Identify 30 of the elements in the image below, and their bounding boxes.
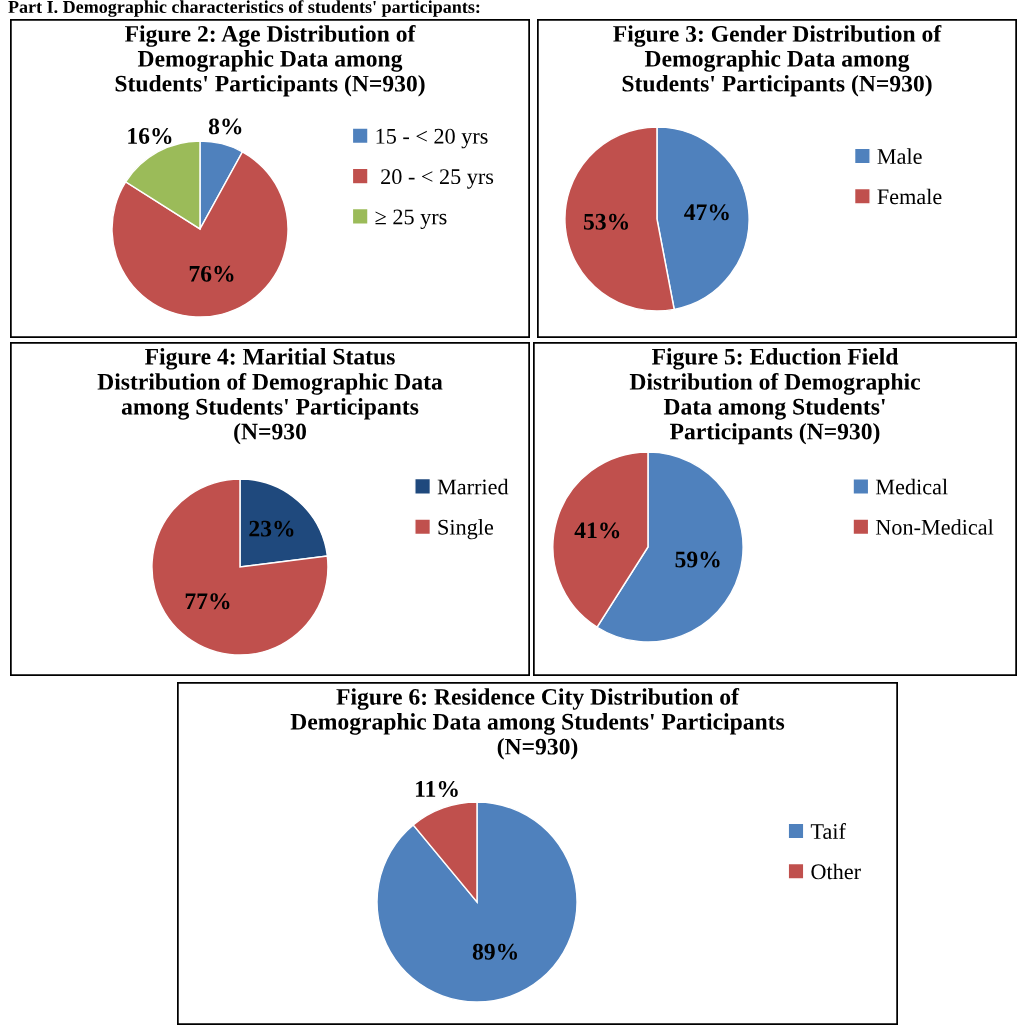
chart-title: Figure 6: Residence City Distribution of Demographic Data among Students' Participants (N=930): [290, 688, 785, 760]
data-label: 47%: [684, 204, 729, 221]
data-label: 59%: [675, 551, 720, 568]
legend-label: Male: [877, 148, 922, 164]
data-label: 53%: [583, 213, 629, 230]
legend-label: Taif: [810, 823, 846, 839]
data-label: 41%: [574, 522, 620, 539]
chart-title: Figure 4: Maritial Status Distribution of Demographic Data among Students' Participants (N=930: [97, 348, 443, 445]
legend-label: Married: [437, 478, 509, 495]
data-label: 11%: [415, 780, 458, 797]
chart-title: Figure 5: Eduction Field Distribution of Demographic Data among Students' Participants (N=930): [629, 348, 921, 445]
legend-label: ≥ 25 yrs: [375, 209, 447, 230]
data-label: 89%: [472, 943, 518, 960]
text: Part I. Demographic characteristics of students' participants:: [8, 0, 480, 17]
legend-label: Female: [877, 188, 942, 205]
legend-label: Non-Medical: [875, 519, 994, 535]
data-label: 76%: [189, 265, 234, 282]
legend-label: 20 - < 25 yrs: [381, 169, 494, 189]
data-label: 16%: [128, 127, 172, 144]
data-label: 23%: [249, 520, 294, 537]
data-label: 8%: [208, 118, 242, 135]
chart-title: Figure 3: Gender Distribution of Demographic Data among Students' Participants (N=930): [613, 25, 942, 97]
chart-title: Figure 2: Age Distribution of Demographic Data among Students' Participants (N=930): [115, 25, 425, 97]
legend-label: Medical: [875, 478, 948, 495]
legend-label: Single: [438, 519, 494, 540]
legend-label: 15 - < 20 yrs: [376, 128, 488, 149]
data-label: 77%: [185, 593, 230, 610]
legend-label: Other: [811, 863, 861, 880]
pie-slice: [151, 478, 329, 656]
pie-slice: [376, 801, 578, 1003]
